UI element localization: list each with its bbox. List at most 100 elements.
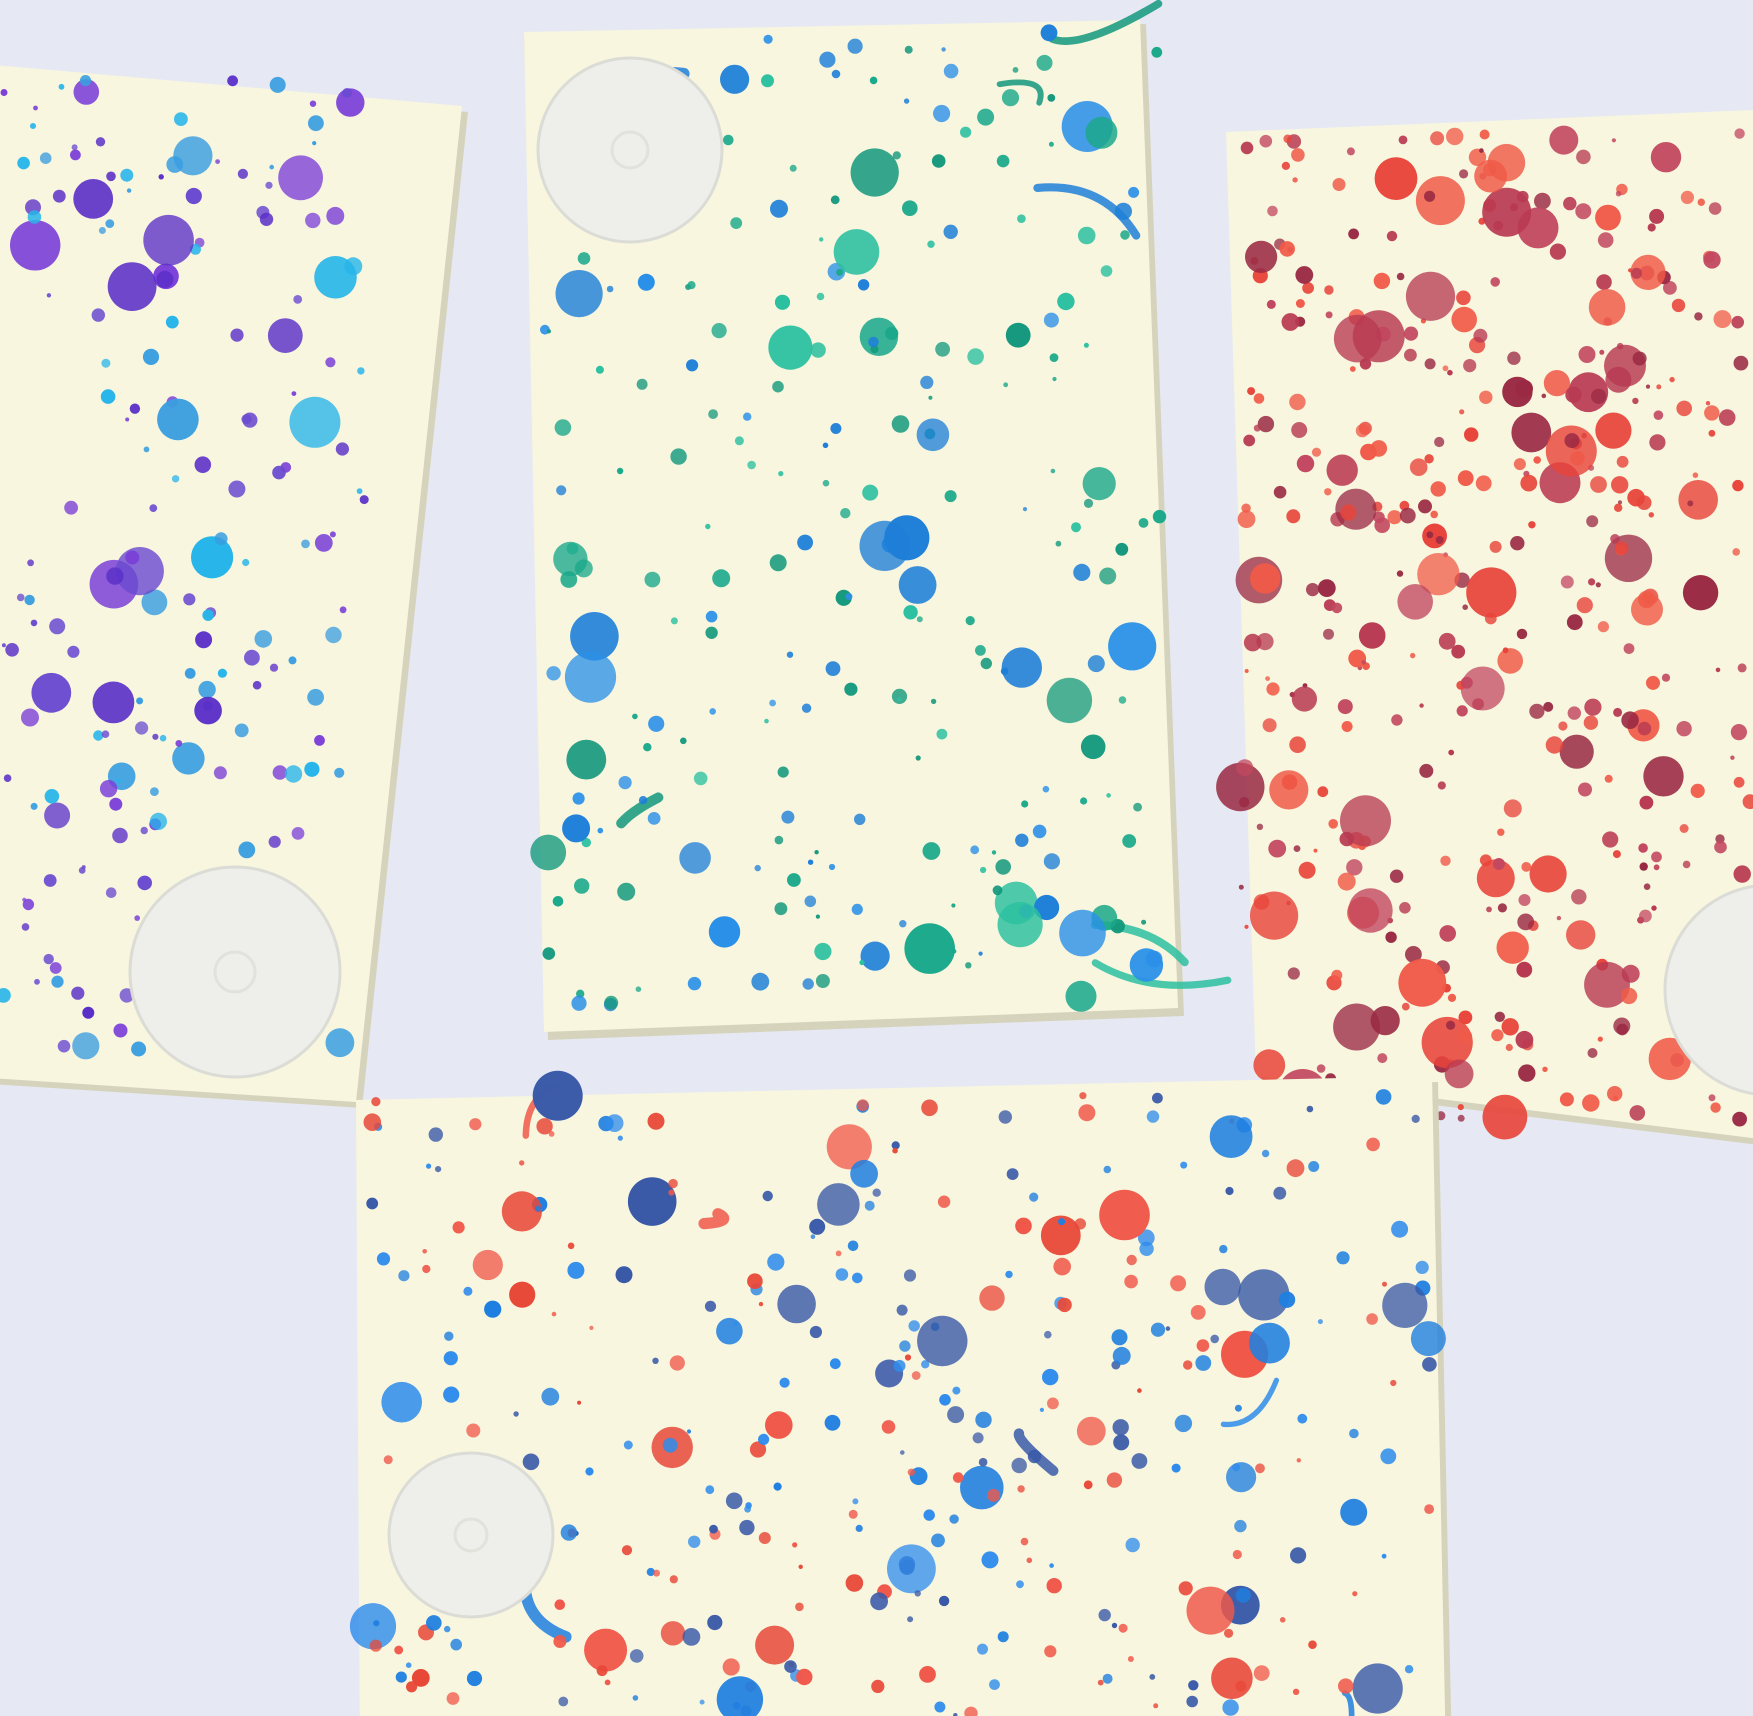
paint-drop [903, 1269, 917, 1282]
paint-drop [1113, 1434, 1130, 1451]
paint-drop [1398, 958, 1447, 1007]
paint-drop [887, 1544, 936, 1594]
paint-drop [777, 766, 789, 778]
paint-drop [1001, 647, 1042, 688]
paint-drop [78, 867, 86, 874]
paint-drop [868, 336, 879, 348]
paint-drop [1599, 349, 1605, 355]
paint-drop [1261, 1149, 1270, 1158]
paint-drop [1534, 192, 1551, 210]
paint-drop [670, 617, 678, 625]
paint-drop [1732, 479, 1744, 492]
paint-drop [1015, 1217, 1032, 1235]
paint-drop [1245, 240, 1278, 273]
paint-drop [329, 531, 336, 538]
paint-drop [1437, 781, 1446, 790]
paint-drop [604, 995, 619, 1010]
paint-drop [1639, 795, 1654, 810]
paint-drop [1005, 1270, 1013, 1279]
paint-drop [1332, 178, 1346, 191]
paint-drop [987, 1488, 1001, 1502]
paint-drop [1114, 202, 1132, 220]
paint-drop [949, 1514, 959, 1524]
paint-drop [833, 229, 880, 275]
paint-drop [871, 1679, 885, 1693]
paint-drop [1697, 198, 1706, 206]
paint-drop [1457, 470, 1474, 487]
paint-drop [1153, 1703, 1159, 1709]
paint-drop [1216, 762, 1265, 812]
paint-drop [1050, 468, 1056, 474]
paint-drop [1558, 721, 1568, 731]
paint-drop [1146, 1110, 1160, 1123]
paint-drop [855, 1524, 863, 1532]
paint-drop [304, 761, 320, 777]
paint-drop [571, 995, 587, 1011]
paint-drop [39, 152, 52, 164]
paint-drop [1340, 504, 1357, 521]
paint-drop [1732, 548, 1740, 556]
paint-drop [1502, 647, 1509, 654]
paint-drop [1613, 707, 1623, 717]
paint-drop [91, 308, 106, 322]
paint-drop [1444, 1059, 1474, 1089]
paint-drop [359, 495, 369, 505]
paint-drop [980, 866, 987, 874]
paint-drop [749, 1441, 767, 1458]
paint-drop [1170, 1275, 1187, 1292]
paint-drop [1649, 208, 1665, 224]
paint-drop [1430, 510, 1438, 519]
paint-drop [850, 1159, 878, 1188]
paint-drop [687, 281, 696, 290]
paint-drop [27, 210, 42, 224]
paint-drop [960, 1465, 1004, 1510]
paint-drop [1682, 575, 1719, 611]
paint-drop [443, 1351, 458, 1366]
paint-drop [1501, 1018, 1519, 1036]
paint-drop [1267, 205, 1278, 217]
paint-drop [835, 1250, 842, 1257]
paint-drop [904, 923, 955, 974]
paint-streak [1341, 1690, 1355, 1716]
paint-drop [652, 1357, 659, 1365]
paint-drop [1582, 1094, 1600, 1112]
adhesive-dot [1663, 884, 1753, 1096]
paint-streak [1048, 0, 1163, 45]
paint-drop [1566, 920, 1596, 950]
paint-drop [1518, 894, 1531, 906]
paint-drop [542, 947, 556, 960]
paint-drop [802, 978, 814, 990]
paint-drop [342, 88, 353, 98]
paint-drop [1651, 905, 1657, 911]
paint-drop [291, 391, 297, 396]
paint-drop [363, 1113, 382, 1131]
paint-drop [174, 112, 188, 126]
paint-drop [158, 174, 164, 180]
paint-drop [1150, 1322, 1166, 1337]
paint-drop [1281, 161, 1290, 170]
paint-drop [1613, 1017, 1631, 1035]
paint-drop [1430, 131, 1445, 146]
paint-drop [844, 682, 858, 696]
paint-drop [1244, 924, 1249, 929]
paint-drop [22, 898, 35, 911]
paint-drop [636, 378, 648, 390]
paint-drop [244, 649, 260, 666]
paint-drop [141, 589, 168, 616]
paint-drop [1484, 612, 1497, 625]
paint-drop [1355, 424, 1369, 438]
paint-drop [1151, 46, 1163, 58]
paint-drop [1219, 1244, 1228, 1254]
paint-drop [1289, 393, 1306, 411]
paint-drop [1358, 622, 1386, 649]
paint-drop [558, 1696, 569, 1707]
paint-drop [1236, 759, 1254, 776]
paint-drop [344, 257, 363, 276]
paint-drop [1349, 366, 1356, 372]
paint-drop [629, 1649, 644, 1663]
paint-drop [1124, 1274, 1138, 1289]
paint-drop [126, 188, 132, 193]
paint-drop [830, 423, 842, 434]
paint-drop [904, 45, 913, 54]
paint-drop [951, 903, 956, 908]
